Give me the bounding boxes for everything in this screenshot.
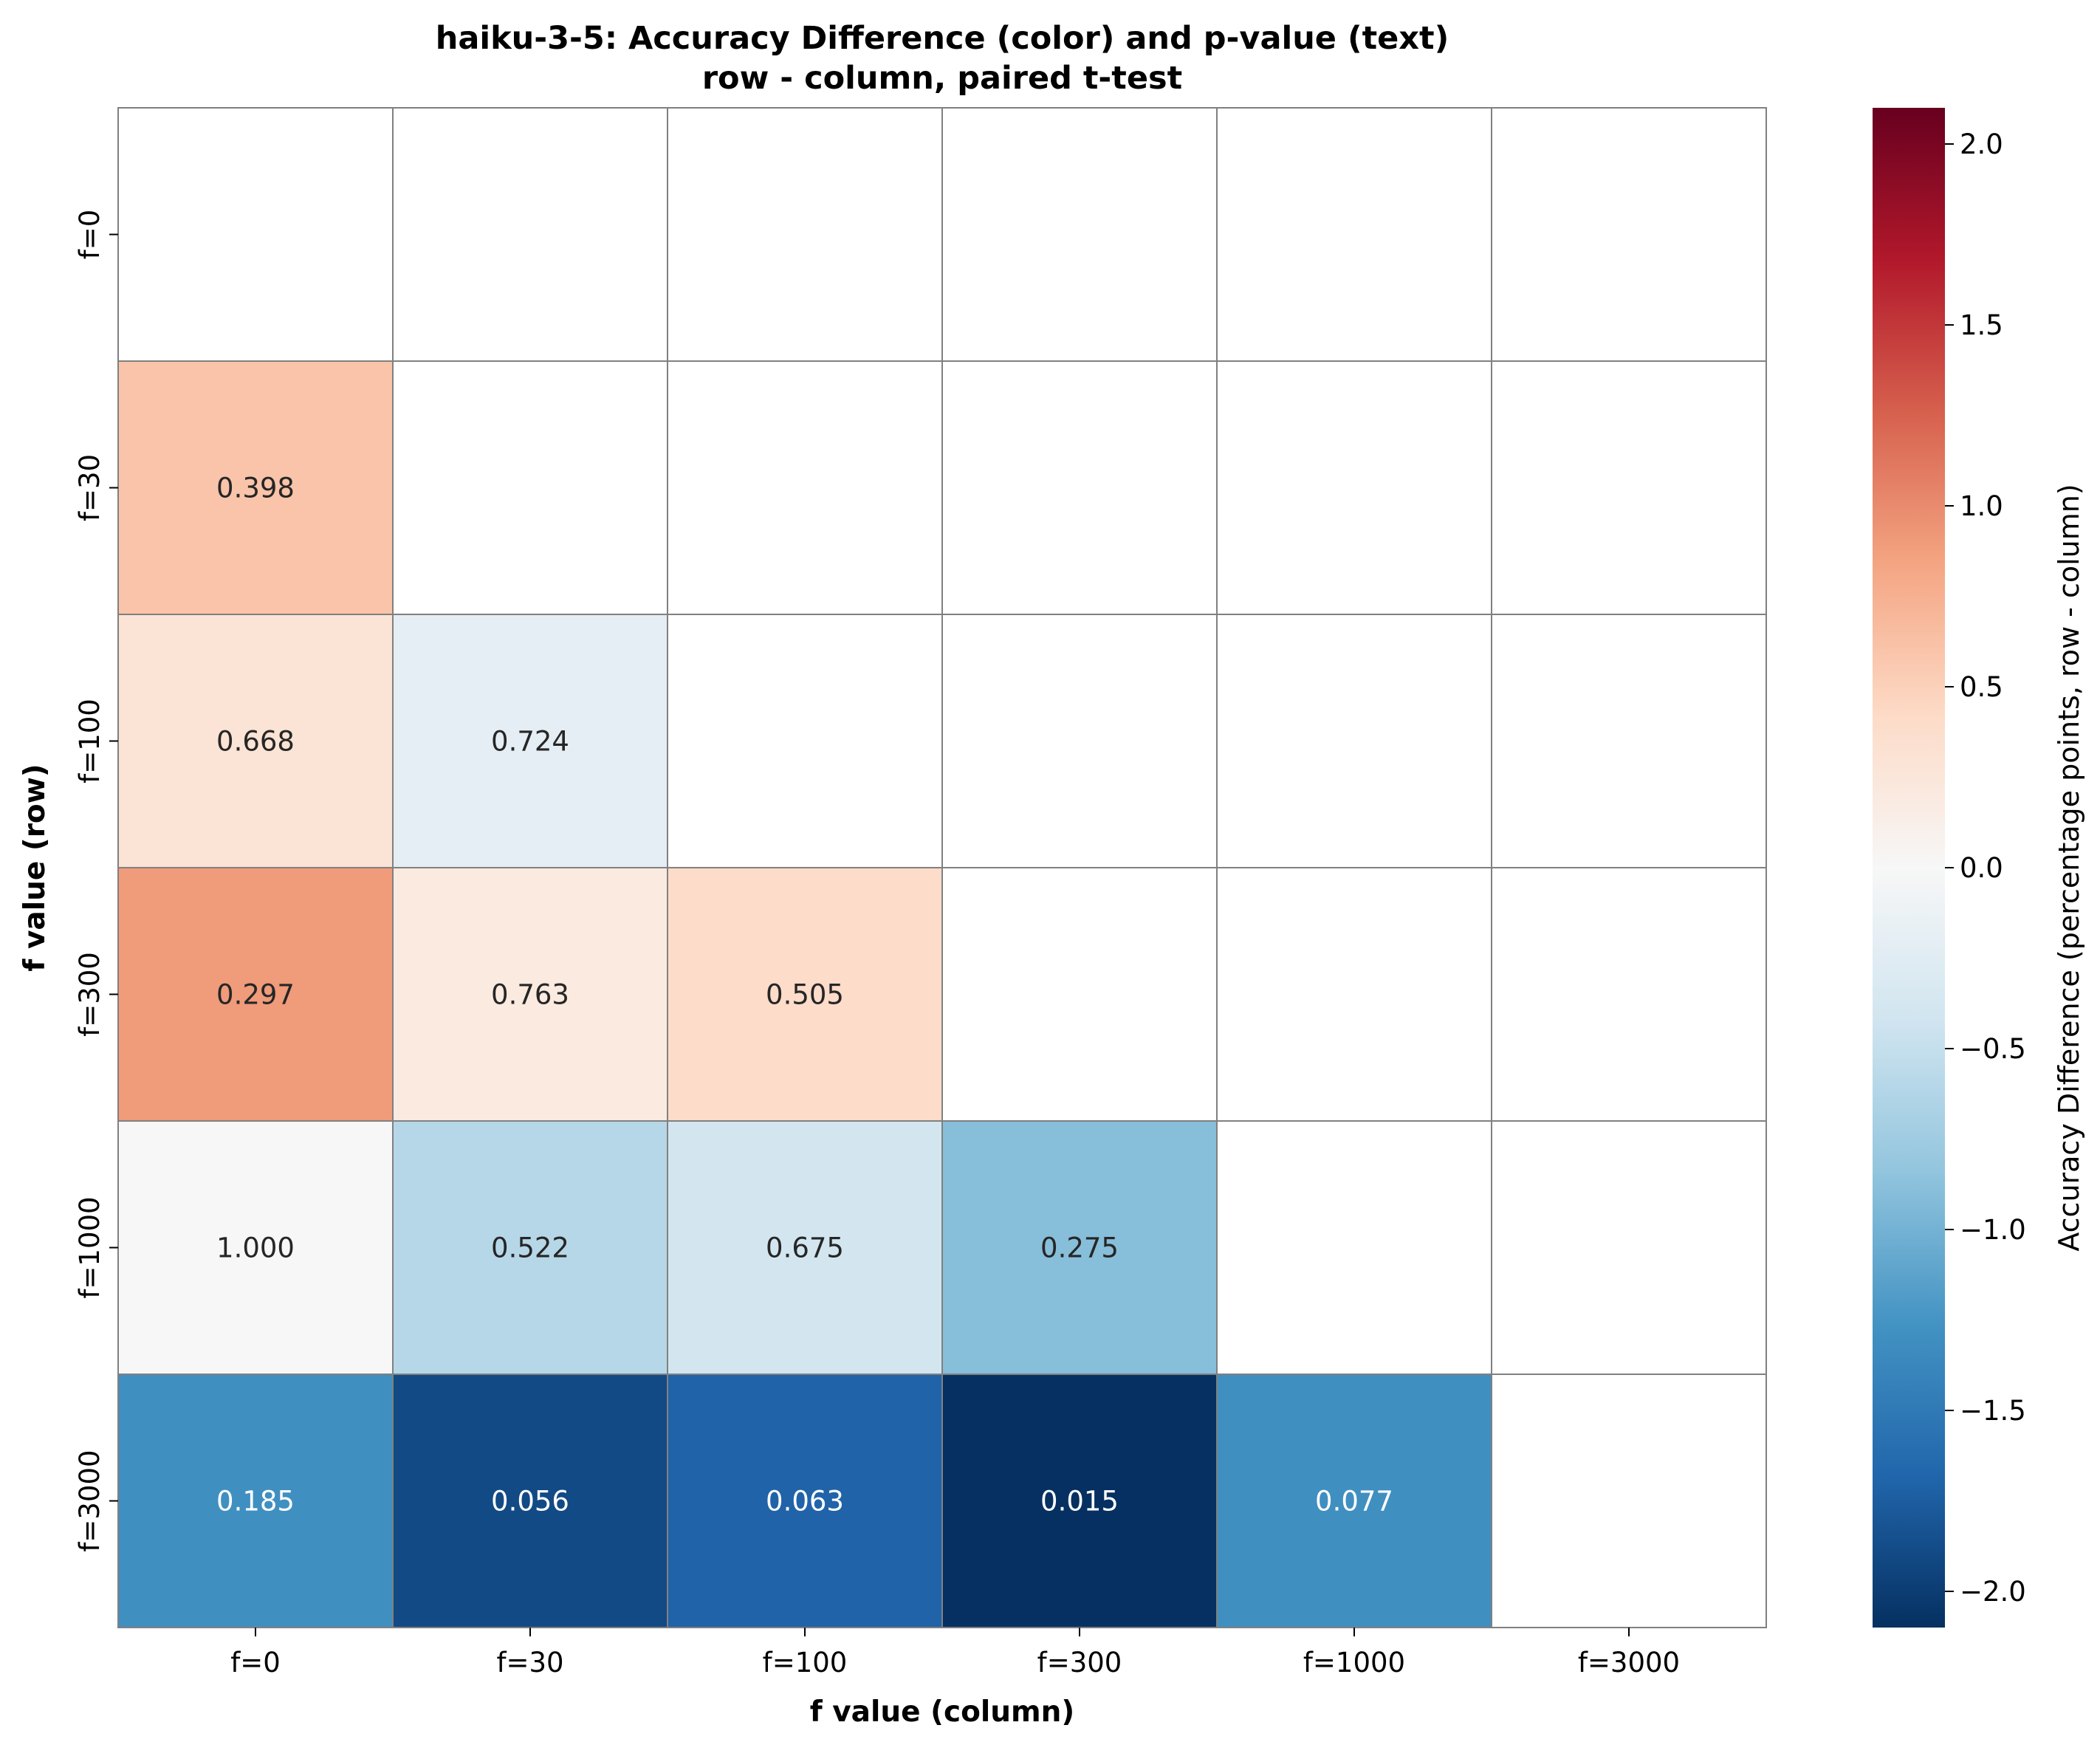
p-value-label: 0.015 — [1040, 1486, 1119, 1518]
heatmap-cell — [1216, 614, 1492, 868]
heatmap-cell — [667, 360, 943, 615]
heatmap-cell — [941, 614, 1218, 868]
x-tick-label: f=100 — [763, 1647, 848, 1678]
p-value-label: 0.522 — [491, 1232, 569, 1264]
heatmap-cell — [1491, 107, 1767, 362]
heatmap-cell — [1216, 1120, 1492, 1375]
heatmap-cell — [392, 360, 668, 615]
heatmap-cells — [117, 107, 1767, 1628]
colorbar-tick-label: 0.0 — [1960, 852, 2003, 884]
p-value-label: 0.077 — [1315, 1486, 1393, 1518]
y-tick-label: f=30 — [74, 454, 106, 521]
colorbar-tick-label: −1.5 — [1960, 1395, 2026, 1427]
colorbar-tick-label: 1.5 — [1960, 309, 2003, 341]
plot-frame — [117, 107, 1767, 1628]
colorbar-tick-label: −0.5 — [1960, 1033, 2026, 1065]
heatmap-cell — [1491, 1120, 1767, 1375]
heatmap-cell — [392, 867, 668, 1122]
y-axis-label: f value (row) — [18, 764, 52, 971]
heatmap-cell — [667, 867, 943, 1122]
y-tick-label: f=0 — [74, 210, 106, 260]
heatmap-cell — [941, 867, 1218, 1122]
x-tick-label: f=30 — [496, 1647, 563, 1678]
p-value-label: 0.505 — [766, 979, 844, 1011]
heatmap-cell — [941, 360, 1218, 615]
x-axis-label: f value (column) — [810, 1695, 1075, 1729]
heatmap-cell — [117, 107, 394, 362]
heatmap-cell — [1216, 1374, 1492, 1628]
p-value-label: 0.763 — [491, 979, 569, 1011]
heatmap-cell — [1491, 1374, 1767, 1628]
colorbar-label: Accuracy Difference (percentage points, … — [2053, 484, 2085, 1251]
colorbar-ticks: 2.0 1.5 1.0 0.5 0.0 −0.5 −1.0 −1.5 −2.0 — [1945, 128, 2026, 1608]
p-value-label: 0.675 — [766, 1232, 844, 1264]
colorbar-tick-label: 2.0 — [1960, 128, 2003, 160]
p-value-label: 0.185 — [216, 1486, 295, 1518]
x-axis-ticks: f=0 f=30 f=100 f=300 f=1000 f=3000 — [230, 1628, 1680, 1678]
heatmap-cell-labels: 0.398 0.668 0.724 0.297 0.763 0.505 1.000 0.522… — [216, 473, 1393, 1518]
p-value-label: 0.275 — [1040, 1232, 1119, 1264]
colorbar-tick-label: 1.0 — [1960, 490, 2003, 522]
y-tick-label: f=3000 — [74, 1450, 106, 1551]
colorbar-tick-label: 0.5 — [1960, 671, 2003, 703]
x-tick-label: f=1000 — [1303, 1647, 1405, 1678]
heatmap-cell — [667, 107, 943, 362]
heatmap-cell — [117, 867, 394, 1122]
y-tick-label: f=100 — [74, 699, 106, 783]
heatmap-cell — [667, 614, 943, 868]
heatmap-cell — [1491, 360, 1767, 615]
heatmap-cell — [941, 107, 1218, 362]
heatmap-cell — [117, 360, 394, 615]
heatmap-cell — [1216, 867, 1492, 1122]
y-tick-label: f=1000 — [74, 1196, 106, 1298]
y-tick-label: f=300 — [74, 952, 106, 1037]
heatmap-cell — [117, 614, 394, 868]
y-axis-ticks: f=0 f=30 f=100 f=300 f=1000 f=3000 — [74, 210, 118, 1552]
p-value-label: 1.000 — [216, 1232, 295, 1264]
chart-subtitle: row - column, paired t-test — [702, 60, 1182, 97]
p-value-label: 0.398 — [216, 473, 295, 504]
heatmap-cell — [117, 1120, 394, 1375]
heatmap-cell — [941, 1120, 1218, 1375]
heatmap-cell — [1491, 867, 1767, 1122]
p-value-label: 0.724 — [491, 726, 569, 758]
chart-title: haiku-3-5: Accuracy Difference (color) a… — [436, 20, 1449, 57]
heatmap-cell — [941, 1374, 1218, 1628]
p-value-label: 0.668 — [216, 726, 295, 758]
heatmap-cell — [392, 1374, 668, 1628]
p-value-label: 0.063 — [766, 1486, 844, 1518]
colorbar — [1873, 108, 1945, 1628]
heatmap-cell — [392, 107, 668, 362]
heatmap-cell — [1491, 614, 1767, 868]
colorbar-tick-label: −2.0 — [1960, 1576, 2026, 1608]
p-value-label: 0.056 — [491, 1486, 569, 1518]
heatmap-cell — [667, 1374, 943, 1628]
colorbar-tick-label: −1.0 — [1960, 1214, 2026, 1246]
heatmap-cell — [392, 614, 668, 868]
x-tick-label: f=3000 — [1578, 1647, 1680, 1678]
heatmap-cell — [1216, 360, 1492, 615]
x-tick-label: f=0 — [230, 1647, 281, 1678]
x-tick-label: f=300 — [1037, 1647, 1122, 1678]
heatmap-cell — [392, 1120, 668, 1375]
heatmap-cell — [1216, 107, 1492, 362]
p-value-label: 0.297 — [216, 979, 295, 1011]
